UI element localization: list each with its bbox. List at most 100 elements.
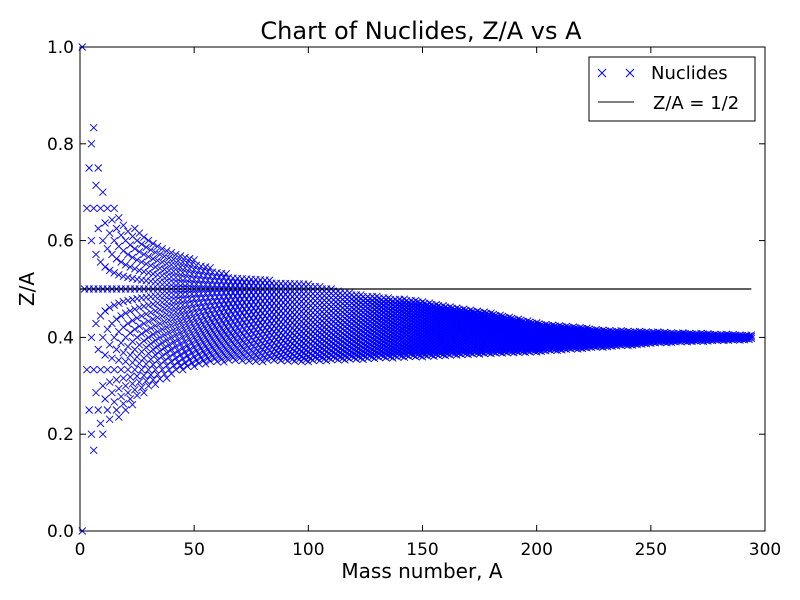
nuclide-point: [117, 231, 125, 240]
nuclide-point: [213, 341, 221, 350]
nuclide-point: [149, 330, 157, 339]
nuclide-point: [206, 331, 214, 340]
nuclide-point: [135, 359, 144, 368]
nuclide-point: [172, 262, 180, 270]
nuclide-point: [124, 365, 132, 374]
nuclide-point: [192, 337, 201, 346]
nuclide-point: [181, 358, 189, 367]
nuclide-point: [167, 333, 176, 342]
nuclide-point: [133, 333, 141, 342]
nuclide-point: [172, 365, 180, 374]
nuclide-point: [192, 318, 201, 327]
nuclide-point: [174, 268, 183, 276]
nuclide-point: [126, 307, 135, 315]
nuclide-point: [238, 356, 246, 365]
nuclide-point: [160, 344, 169, 352]
nuclide-point: [192, 308, 201, 317]
nuclide-point: [204, 319, 212, 328]
axis-ticks: 0 50 100 150 200 250 300 0.0 0.2 0.4 0.6 0.8 1.0: [47, 38, 781, 560]
nuclide-point: [105, 266, 114, 275]
nuclide-point: [158, 352, 167, 361]
nuclide-point: [169, 326, 178, 335]
nuclide-point: [112, 315, 121, 324]
nuclide-point: [190, 362, 198, 371]
nuclide-point: [137, 312, 146, 320]
nuclide-point: [183, 331, 192, 340]
nuclide-point: [176, 340, 185, 348]
chart-title: Chart of Nuclides, Z/A vs A: [260, 17, 582, 45]
nuclide-point: [146, 308, 155, 317]
nuclide-point: [158, 312, 167, 320]
nuclide-point: [208, 326, 217, 335]
nuclide-point: [126, 373, 135, 381]
nuclide-point: [144, 301, 153, 309]
nuclide-point: [153, 313, 162, 322]
nuclide-point: [160, 357, 169, 365]
nuclide-point: [176, 318, 185, 326]
nuclide-point: [210, 313, 219, 322]
nuclide-point: [128, 295, 137, 304]
nuclide-point: [144, 333, 153, 342]
nuclide-point: [201, 342, 210, 351]
y-tick-label: 0.8: [47, 135, 74, 155]
nuclide-point: [110, 269, 119, 277]
nuclide-point: [251, 357, 260, 366]
nuclide-point: [201, 324, 210, 333]
nuclide-point: [178, 258, 187, 266]
nuclide-point: [146, 371, 155, 379]
nuclide-point: [169, 267, 178, 276]
nuclide-point: [87, 333, 96, 342]
y-tick-label: 0.2: [47, 425, 74, 445]
nuclide-point: [183, 259, 192, 268]
nuclide-point: [206, 348, 214, 357]
nuclide-point: [110, 204, 119, 213]
nuclide-point: [224, 326, 233, 334]
nuclide-point: [224, 311, 233, 319]
nuclide-point: [140, 302, 148, 311]
nuclide-point: [162, 336, 171, 344]
nuclide-point: [156, 333, 164, 342]
nuclide-point: [165, 353, 173, 362]
nuclide-point: [103, 204, 112, 213]
nuclide-point: [144, 236, 153, 245]
nuclide-point: [117, 365, 125, 374]
nuclide-point: [174, 302, 183, 310]
nuclide-point: [222, 315, 230, 324]
nuclide-point: [87, 236, 96, 245]
nuclide-point: [204, 328, 212, 337]
nuclide-point: [96, 365, 105, 374]
nuclide-point: [121, 260, 130, 269]
nuclide-point: [206, 357, 214, 365]
nuclide-point: [89, 123, 98, 132]
nuclide-point: [133, 372, 141, 380]
nuclide-point: [133, 256, 141, 264]
nuclide-point: [112, 406, 121, 414]
nuclide-point: [92, 250, 100, 259]
nuclide-point: [130, 265, 139, 273]
nuclide-point: [197, 317, 205, 325]
nuclide-point: [197, 335, 205, 344]
nuclide-point: [114, 214, 123, 222]
nuclide-point: [747, 334, 756, 343]
nuclide-point: [149, 375, 157, 384]
nuclide-point: [146, 339, 155, 348]
nuclide-point: [181, 327, 189, 335]
nuclide-point: [135, 322, 144, 331]
nuclide-point: [245, 357, 253, 365]
nuclide-point: [156, 305, 164, 314]
nuclide-point: [190, 304, 198, 313]
nuclide-point: [130, 386, 139, 394]
nuclide-point: [142, 243, 151, 252]
x-tick-label: 0: [75, 540, 86, 560]
nuclide-point: [119, 246, 128, 255]
nuclide-point: [153, 299, 162, 308]
nuclide-point: [167, 260, 176, 269]
nuclide-point: [185, 265, 194, 273]
nuclide-point: [201, 315, 210, 324]
nuclide-point: [140, 319, 148, 328]
nuclide-point: [183, 310, 192, 319]
nuclide-point: [126, 351, 135, 359]
nuclide-point: [231, 313, 240, 322]
nuclide-point: [149, 270, 157, 278]
nuclide-point: [192, 346, 201, 355]
